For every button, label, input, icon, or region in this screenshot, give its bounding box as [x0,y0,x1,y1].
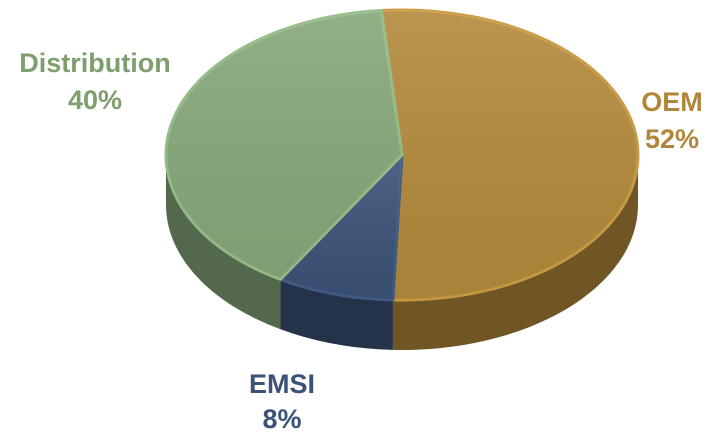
label-name-emsi: EMSI [249,369,315,399]
pie-side-emsi [280,279,393,350]
label-value-emsi: 8% [262,404,301,432]
pie-sides [166,155,638,350]
label-name-distribution: Distribution [19,48,170,78]
pie-tops [164,8,640,302]
label-value-oem: 52% [645,124,699,154]
pie-side-oem [392,155,638,350]
label-value-distribution: 40% [68,85,122,115]
label-name-oem: OEM [641,87,703,117]
pie-side-distribution [166,155,281,330]
pie-slice-oem [379,8,640,302]
pie-slice-distribution [164,9,404,281]
pie-slice-emsi [278,153,404,302]
